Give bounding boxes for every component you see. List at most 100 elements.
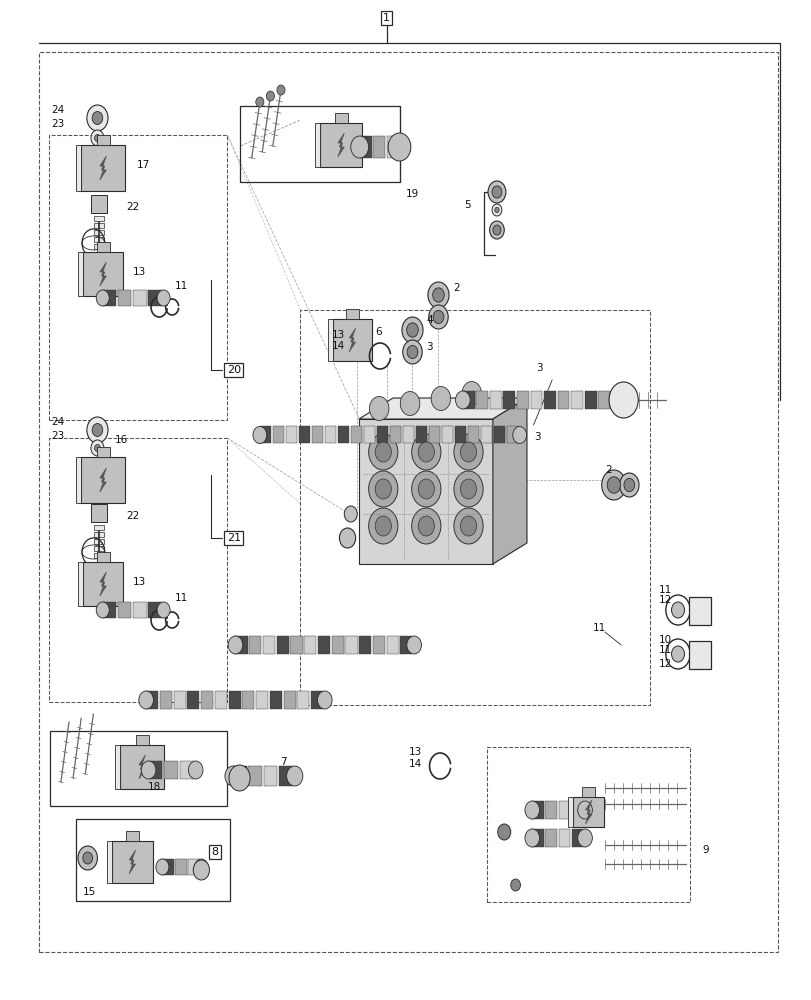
Bar <box>337 426 349 443</box>
Text: 12: 12 <box>659 659 672 669</box>
Circle shape <box>400 392 419 416</box>
Circle shape <box>78 846 97 870</box>
Circle shape <box>339 528 355 548</box>
Text: 13: 13 <box>133 267 146 277</box>
Circle shape <box>411 434 440 470</box>
Circle shape <box>96 602 109 618</box>
Bar <box>83 252 123 296</box>
Circle shape <box>91 440 104 456</box>
Circle shape <box>491 204 501 216</box>
Circle shape <box>141 761 156 779</box>
Polygon shape <box>358 419 492 564</box>
Bar <box>174 691 186 709</box>
Text: 13: 13 <box>332 330 345 340</box>
Bar <box>240 106 400 182</box>
Bar <box>188 859 200 875</box>
Bar <box>543 391 556 409</box>
Bar <box>272 426 284 443</box>
Circle shape <box>317 691 332 709</box>
Circle shape <box>455 391 470 409</box>
Circle shape <box>375 516 391 536</box>
Circle shape <box>193 860 209 880</box>
Text: 5: 5 <box>464 200 470 210</box>
Bar <box>249 636 261 654</box>
Circle shape <box>92 111 102 124</box>
Bar <box>311 426 323 443</box>
Circle shape <box>418 516 434 536</box>
Bar <box>126 831 139 841</box>
Bar <box>304 636 316 654</box>
Bar <box>118 602 131 618</box>
Bar <box>94 216 104 221</box>
Text: 11: 11 <box>174 593 187 603</box>
Text: 14: 14 <box>332 341 345 351</box>
Circle shape <box>460 442 476 462</box>
Circle shape <box>406 323 418 337</box>
Circle shape <box>461 382 481 406</box>
Text: 3: 3 <box>535 363 542 373</box>
Bar <box>75 819 230 901</box>
Bar <box>175 859 187 875</box>
Circle shape <box>195 859 208 875</box>
Bar <box>532 801 543 819</box>
Circle shape <box>607 477 620 493</box>
Text: 10: 10 <box>659 635 672 645</box>
Circle shape <box>623 478 634 492</box>
Bar <box>83 562 123 606</box>
Bar <box>107 841 112 883</box>
Text: 7: 7 <box>280 757 286 767</box>
Bar <box>255 691 268 709</box>
Text: 22: 22 <box>126 511 139 521</box>
Bar <box>94 525 104 530</box>
Bar <box>260 426 271 443</box>
Circle shape <box>418 479 434 499</box>
Text: 16: 16 <box>115 435 128 445</box>
Circle shape <box>497 824 510 840</box>
Polygon shape <box>492 398 526 564</box>
Bar <box>297 691 309 709</box>
Circle shape <box>83 852 92 864</box>
Text: 12: 12 <box>659 595 672 605</box>
Text: 24: 24 <box>52 105 65 115</box>
Bar <box>402 426 414 443</box>
Bar <box>115 745 120 789</box>
Bar <box>493 426 504 443</box>
Polygon shape <box>100 572 106 596</box>
Text: 11: 11 <box>592 623 605 633</box>
Bar <box>517 391 528 409</box>
Bar <box>97 135 109 145</box>
Circle shape <box>491 186 501 198</box>
Bar <box>571 801 583 819</box>
Bar <box>148 602 161 618</box>
Circle shape <box>608 382 637 418</box>
Circle shape <box>453 508 483 544</box>
Bar <box>94 244 104 249</box>
Bar <box>557 391 569 409</box>
Bar <box>300 310 649 705</box>
Bar <box>162 859 174 875</box>
Circle shape <box>369 397 388 421</box>
Bar <box>558 801 569 819</box>
Bar <box>598 391 609 409</box>
Text: 23: 23 <box>52 119 65 129</box>
Bar <box>133 602 146 618</box>
Bar <box>94 230 104 235</box>
Bar <box>363 426 375 443</box>
Circle shape <box>460 479 476 499</box>
Bar <box>372 636 384 654</box>
Bar <box>688 597 710 625</box>
Bar <box>400 636 412 654</box>
Bar <box>311 691 323 709</box>
Text: 13: 13 <box>409 747 422 757</box>
Circle shape <box>487 181 505 203</box>
Circle shape <box>617 391 632 409</box>
Polygon shape <box>100 262 106 286</box>
Bar <box>94 532 104 537</box>
Circle shape <box>344 506 357 522</box>
Bar <box>584 391 596 409</box>
Bar <box>102 290 116 306</box>
Text: 2: 2 <box>604 465 611 475</box>
Circle shape <box>453 434 483 470</box>
Bar <box>76 145 81 191</box>
Bar <box>545 801 556 819</box>
